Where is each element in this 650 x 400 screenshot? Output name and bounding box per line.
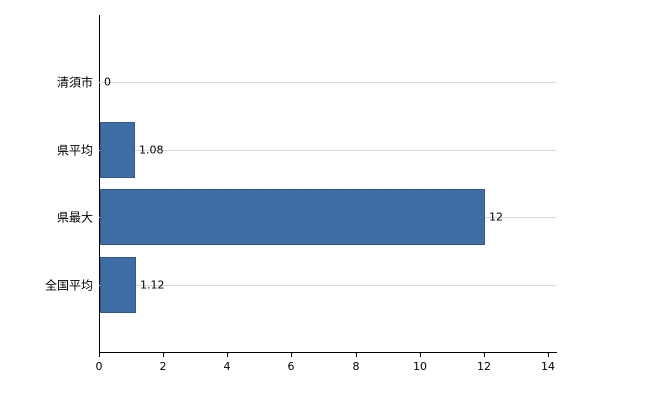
x-axis-tick: [163, 352, 164, 357]
x-axis-tick: [227, 352, 228, 357]
bar-2: [100, 189, 485, 245]
x-axis-tick-label: 2: [159, 360, 167, 373]
x-axis-line: [99, 352, 557, 353]
x-axis-tick: [484, 352, 485, 357]
category-gridline: [99, 150, 556, 151]
category-label: 清須市: [56, 75, 93, 90]
category-label: 県最大: [56, 210, 93, 225]
x-axis-tick: [420, 352, 421, 357]
x-axis-tick-label: 14: [541, 360, 555, 373]
value-label: 12: [489, 210, 503, 224]
category-gridline: [99, 82, 556, 83]
value-label: 0: [104, 75, 111, 89]
x-axis-tick-label: 12: [477, 360, 491, 373]
category-label: 県平均: [56, 143, 93, 158]
value-label: 1.12: [140, 278, 165, 292]
x-axis-tick: [291, 352, 292, 357]
x-axis-tick-label: 4: [223, 360, 231, 373]
bar-1: [100, 122, 135, 178]
category-gridline: [99, 285, 556, 286]
x-axis-tick: [548, 352, 549, 357]
value-label: 1.08: [139, 143, 164, 157]
x-axis-tick-label: 8: [352, 360, 360, 373]
bar-3: [100, 257, 136, 313]
x-axis-tick-label: 10: [413, 360, 427, 373]
x-axis-tick: [356, 352, 357, 357]
x-axis-tick-label: 6: [287, 360, 295, 373]
x-axis-tick: [99, 352, 100, 357]
y-axis-line: [99, 15, 100, 353]
x-axis-tick-label: 0: [95, 360, 103, 373]
category-label: 全国平均: [44, 278, 93, 293]
